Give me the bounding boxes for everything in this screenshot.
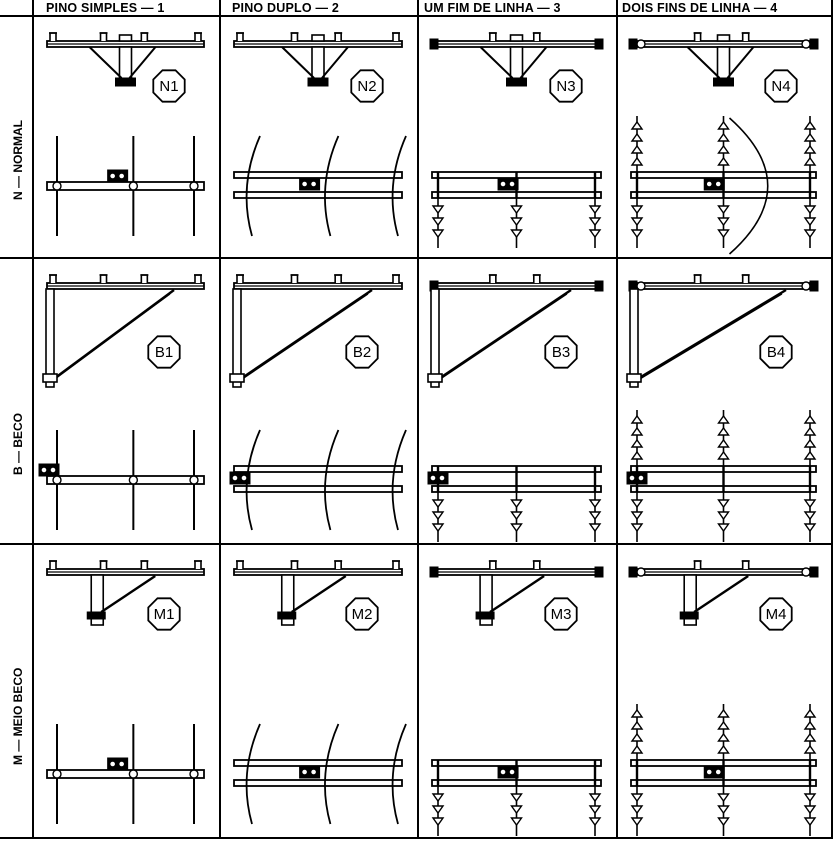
structure-code-b1: B1 xyxy=(155,344,173,361)
structure-code-b2: B2 xyxy=(353,344,371,361)
structure-cell-b2: B2 xyxy=(229,274,407,531)
row-label-normal: N — NORMAL xyxy=(11,120,25,200)
structure-cell-n1: N1 xyxy=(46,32,205,236)
structure-cell-b1: B1 xyxy=(38,274,205,530)
row-label-meio-beco: M — MEIO BECO xyxy=(11,668,25,765)
structure-cell-m2: M2 xyxy=(233,560,407,825)
structure-code-m3: M3 xyxy=(551,606,572,623)
table-grid xyxy=(0,0,833,839)
structure-code-m1: M1 xyxy=(154,606,175,623)
column-headers: PINO SIMPLES — 1 PINO DUPLO — 2 UM FIM D… xyxy=(46,1,777,15)
structure-cell-b3: B3 xyxy=(427,274,604,542)
row-labels: N — NORMAL B — BECO M — MEIO BECO xyxy=(11,120,25,765)
structure-code-n4: N4 xyxy=(771,78,790,95)
structure-cell-m3: M3 xyxy=(429,560,604,836)
column-header-1: PINO SIMPLES — 1 xyxy=(46,1,165,15)
structure-code-n1: N1 xyxy=(159,78,178,95)
structure-cell-m1: M1 xyxy=(46,560,205,824)
structure-cell-n2: N2 xyxy=(233,32,407,237)
structure-code-m4: M4 xyxy=(766,606,787,623)
column-header-4: DOIS FINS DE LINHA — 4 xyxy=(622,1,777,15)
structure-code-n3: N3 xyxy=(556,78,575,95)
structure-cell-n3: N3 xyxy=(429,32,604,248)
structure-drawings: N1 N2 N3 N4 B1 B2 B3 B4 M1 M2 M3 M4 xyxy=(38,32,819,836)
structure-cell-n4: N4 xyxy=(628,32,819,255)
structure-cell-b4: B4 xyxy=(626,274,819,542)
column-header-2: PINO DUPLO — 2 xyxy=(232,1,339,15)
structure-code-b3: B3 xyxy=(552,344,570,361)
structure-cell-m4: M4 xyxy=(628,560,819,836)
row-label-beco: B — BECO xyxy=(11,413,25,475)
structure-code-n2: N2 xyxy=(357,78,376,95)
structure-code-b4: B4 xyxy=(767,344,785,361)
structure-code-m2: M2 xyxy=(352,606,373,623)
column-header-3: UM FIM DE LINHA — 3 xyxy=(424,1,561,15)
